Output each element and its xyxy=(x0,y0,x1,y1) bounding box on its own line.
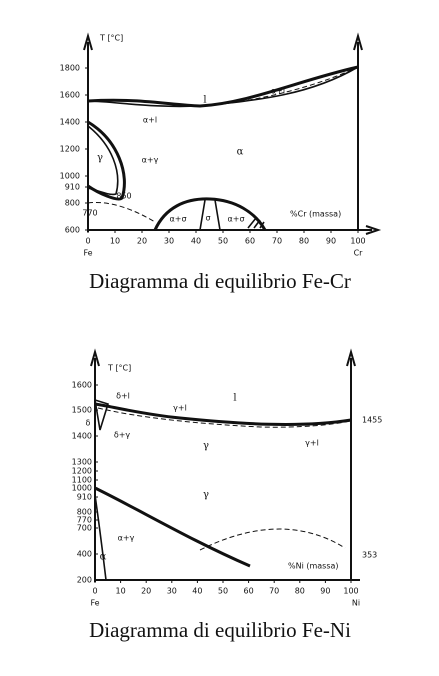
region-label: α xyxy=(237,147,244,158)
x-tick-label: 90 xyxy=(326,237,336,246)
region-label: γ+l xyxy=(173,404,187,413)
x-tick-label: 100 xyxy=(343,587,358,596)
alpha-boundary xyxy=(94,494,107,581)
x-start: Fe xyxy=(83,249,92,258)
liquidus xyxy=(94,402,352,426)
region-label: γ xyxy=(203,441,209,452)
region-label: δ xyxy=(86,419,91,428)
x-end: Cr xyxy=(354,249,364,258)
fe-ni-diagram xyxy=(90,348,360,582)
y-tick-label: 1200 xyxy=(72,467,92,476)
region-label: σ xyxy=(205,214,210,223)
axes xyxy=(90,348,360,582)
caption: Diagramma di equilibrio Fe-Ni xyxy=(89,618,351,642)
region-label: α+γ xyxy=(118,534,135,543)
x-tick-label: 50 xyxy=(218,237,228,246)
region-label: 850 xyxy=(116,192,131,201)
x-tick-label: 20 xyxy=(141,587,151,596)
axis-title: T [°C] xyxy=(107,364,131,373)
y-tick-label: 800 xyxy=(65,199,80,208)
y-tick-label: 800 xyxy=(77,508,92,517)
y-tick-label: 910 xyxy=(77,493,92,502)
solidus xyxy=(97,407,352,428)
region-label: α+l xyxy=(271,87,285,96)
sigma-lines xyxy=(199,199,221,231)
x-start: Fe xyxy=(90,599,99,608)
y-tick-label: 700 xyxy=(77,524,92,533)
x-tick-label: 50 xyxy=(218,587,228,596)
y-tick-label: 1200 xyxy=(60,145,80,154)
x-tick-label: 30 xyxy=(164,237,174,246)
region-label: δ+l xyxy=(116,392,130,401)
x-tick-label: 40 xyxy=(191,237,201,246)
y-tick-label: 600 xyxy=(65,226,80,235)
y-tick-label: 1500 xyxy=(72,406,92,415)
x-tick-label: 20 xyxy=(137,237,147,246)
y-tick-label: 400 xyxy=(77,550,92,559)
x-tick-label: 40 xyxy=(192,587,202,596)
region-label: α+γ xyxy=(142,156,159,165)
liquidus xyxy=(87,65,359,108)
x-end: Ni xyxy=(352,599,360,608)
x-tick-label: 0 xyxy=(92,587,97,596)
region-label: l xyxy=(203,95,206,106)
hatch xyxy=(247,217,265,229)
dashed-line xyxy=(199,66,359,107)
gamma-loop xyxy=(87,120,126,201)
x-tick-label: 80 xyxy=(299,237,309,246)
y-tick-label: 1600 xyxy=(72,381,92,390)
region-label: γ+l xyxy=(305,439,319,448)
region-label: γ xyxy=(203,490,209,501)
caption: Diagramma di equilibrio Fe-Cr xyxy=(89,269,351,293)
x-tick-label: 70 xyxy=(269,587,279,596)
region-label: α+l xyxy=(143,116,157,125)
region-label: α+σ xyxy=(227,215,244,224)
right-label: 353 xyxy=(362,551,377,560)
y-tick-label: 1600 xyxy=(60,91,80,100)
x-tick-label: 10 xyxy=(116,587,126,596)
axes xyxy=(83,32,382,235)
y-tick-label: 1300 xyxy=(72,458,92,467)
y-tick-label: 1000 xyxy=(60,172,80,181)
ordering-line xyxy=(199,528,346,551)
region-label: δ+γ xyxy=(114,431,131,440)
region-label: α+σ xyxy=(169,215,186,224)
y-tick-label: 910 xyxy=(65,183,80,192)
x-label: %Cr (massa) xyxy=(290,210,341,219)
delta-region xyxy=(93,398,109,431)
region-label: α xyxy=(100,552,107,563)
y-tick-label: 1000 xyxy=(72,484,92,493)
fe-cr-diagram xyxy=(83,32,382,235)
x-tick-label: 80 xyxy=(295,587,305,596)
region-label: 770 xyxy=(82,209,97,218)
y-tick-label: 1800 xyxy=(60,64,80,73)
y-tick-label: 770 xyxy=(77,516,92,525)
gamma-loop-inner xyxy=(87,125,119,196)
x-label: %Ni (massa) xyxy=(288,562,339,571)
x-tick-label: 70 xyxy=(272,237,282,246)
axis-title: T [°C] xyxy=(99,34,123,43)
magnetic-line xyxy=(87,201,156,223)
x-tick-label: 90 xyxy=(320,587,330,596)
y-tick-label: 1400 xyxy=(60,118,80,127)
x-tick-label: 100 xyxy=(350,237,365,246)
right-label: 1455 xyxy=(362,416,382,425)
gamma-boundary xyxy=(94,486,251,568)
y-tick-label: 1400 xyxy=(72,432,92,441)
y-tick-label: 200 xyxy=(77,576,92,585)
region-label: l xyxy=(233,393,236,404)
x-tick-label: 60 xyxy=(245,237,255,246)
x-tick-label: 0 xyxy=(85,237,90,246)
y-tick-label: 1100 xyxy=(72,476,92,485)
x-tick-label: 60 xyxy=(244,587,254,596)
region-label: γ xyxy=(97,153,103,164)
x-tick-label: 30 xyxy=(167,587,177,596)
x-tick-label: 10 xyxy=(110,237,120,246)
sigma-dome xyxy=(153,197,267,231)
